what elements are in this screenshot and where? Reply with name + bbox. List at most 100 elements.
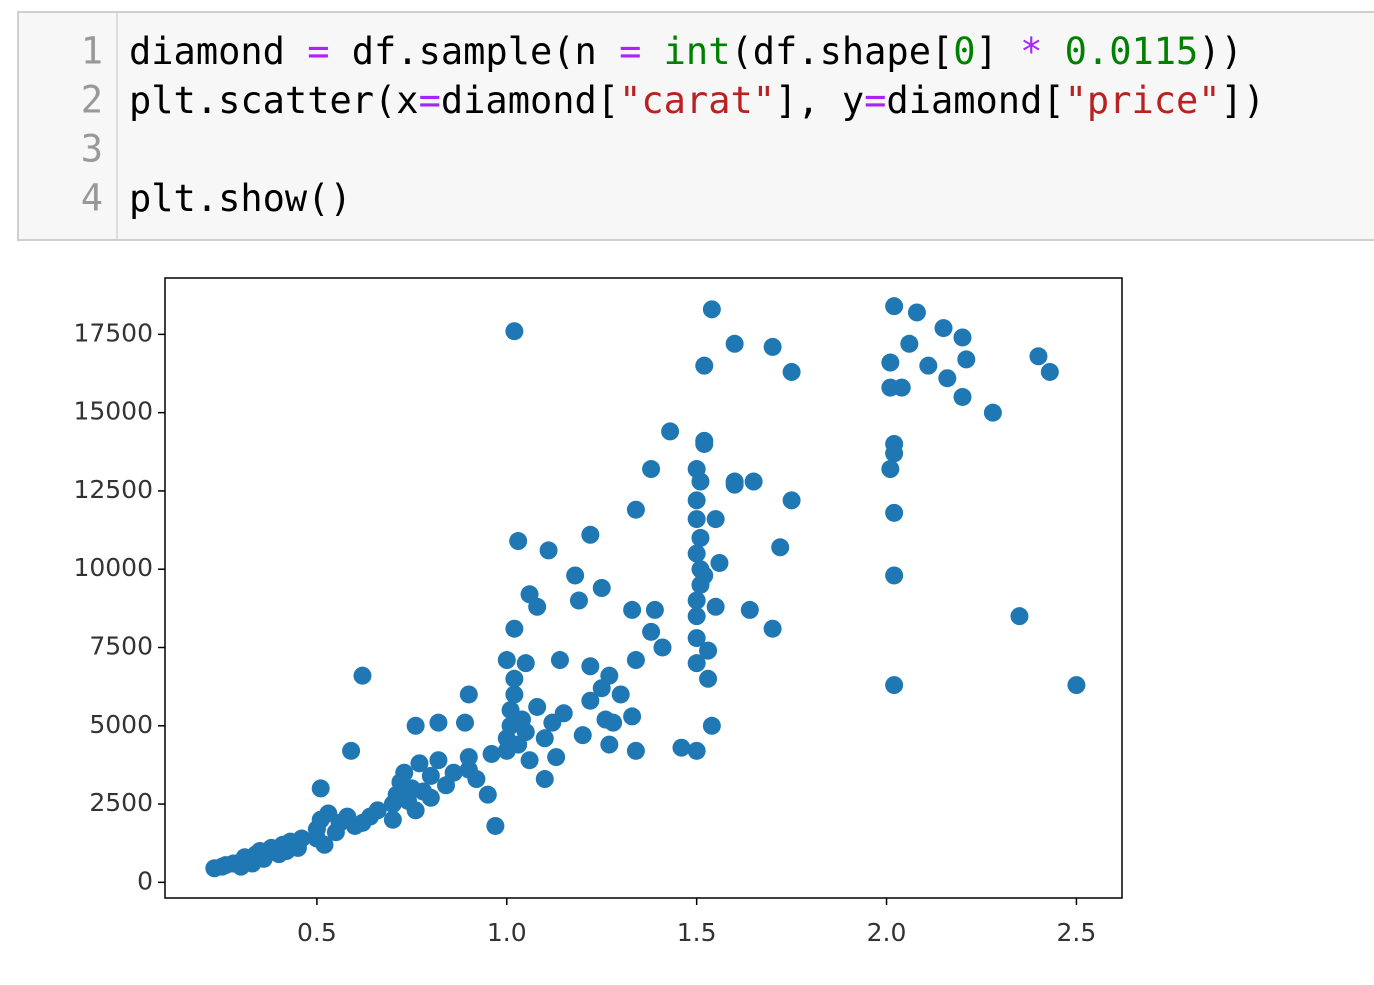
point	[509, 532, 528, 551]
point	[687, 741, 706, 760]
point	[459, 685, 478, 704]
point	[687, 491, 706, 510]
point	[953, 328, 972, 347]
point	[710, 553, 729, 572]
x-tick-label: 1.0	[487, 918, 527, 947]
code-token: plt.scatter(x	[129, 79, 419, 122]
code-lines: 1 diamond = df.sample(n = int(df.shape[0]…	[81, 30, 1265, 220]
point	[881, 353, 900, 372]
point	[699, 669, 718, 688]
code-token: int	[664, 30, 731, 73]
code-line: plt.scatter(x=diamond["carat"], y=diamon…	[129, 79, 1265, 122]
point	[516, 654, 535, 673]
point	[623, 600, 642, 619]
point	[520, 751, 539, 770]
point	[505, 322, 524, 341]
point	[467, 770, 486, 789]
code-token: 0.0115	[1065, 30, 1199, 73]
point	[592, 679, 611, 698]
point	[535, 770, 554, 789]
point	[892, 378, 911, 397]
y-tick-label: 12500	[73, 475, 153, 504]
point	[695, 566, 714, 585]
point	[486, 816, 505, 835]
point	[600, 735, 619, 754]
point	[642, 622, 661, 641]
point	[406, 801, 425, 820]
y-tick-label: 17500	[73, 318, 153, 347]
point	[444, 763, 463, 782]
point	[885, 676, 904, 695]
line-number: 3	[81, 128, 103, 171]
point	[516, 723, 535, 742]
code-token: df.sample(n	[330, 30, 620, 73]
point	[782, 491, 801, 510]
point	[592, 579, 611, 597]
point	[497, 651, 516, 670]
point	[569, 591, 588, 610]
x-tick-label: 1.5	[677, 918, 717, 947]
y-tick-label: 15000	[73, 397, 153, 426]
code-token: ], y	[775, 79, 864, 122]
point	[706, 510, 725, 529]
point	[566, 566, 585, 585]
point	[1029, 347, 1048, 366]
point	[505, 619, 524, 638]
code-token: "carat"	[619, 79, 775, 122]
point	[687, 591, 706, 610]
code-token: =	[307, 30, 329, 73]
point	[687, 654, 706, 673]
point	[983, 403, 1002, 422]
code-token: (df.shape[	[730, 30, 953, 73]
point	[528, 697, 547, 716]
point	[934, 319, 953, 338]
point	[383, 810, 402, 829]
point	[907, 303, 926, 322]
code-cell[interactable]	[17, 11, 1374, 241]
point	[881, 460, 900, 479]
point	[581, 657, 600, 676]
point	[573, 726, 592, 745]
point	[581, 525, 600, 544]
code-line: plt.show()	[129, 177, 352, 220]
point	[482, 744, 501, 763]
point	[744, 472, 763, 491]
point	[725, 475, 744, 494]
code-token	[641, 30, 663, 73]
y-tick-label: 0	[137, 866, 153, 895]
code-token: ))	[1198, 30, 1243, 73]
point	[311, 779, 330, 798]
point	[421, 766, 440, 785]
code-token: "price"	[1065, 79, 1221, 122]
point	[653, 638, 672, 657]
point	[763, 337, 782, 356]
point	[699, 641, 718, 660]
point	[368, 801, 387, 820]
point	[505, 685, 524, 704]
code-token: 0	[953, 30, 975, 73]
code-token: =	[619, 30, 641, 73]
point	[885, 566, 904, 585]
point	[687, 544, 706, 563]
point	[885, 297, 904, 316]
point	[550, 651, 569, 670]
line-number: 2	[81, 79, 103, 122]
point	[702, 300, 721, 319]
point	[919, 356, 938, 375]
point	[626, 741, 645, 760]
point	[535, 729, 554, 748]
code-token: diamond[	[441, 79, 619, 122]
point	[672, 738, 691, 757]
point	[410, 754, 429, 773]
point	[554, 704, 573, 723]
point	[695, 434, 714, 453]
point	[539, 541, 558, 560]
y-tick-label: 5000	[89, 710, 153, 739]
point	[626, 651, 645, 670]
point	[885, 444, 904, 463]
axes-frame	[164, 277, 1123, 899]
point	[429, 713, 448, 732]
point	[1010, 607, 1029, 626]
y-tick-label: 10000	[73, 553, 153, 582]
